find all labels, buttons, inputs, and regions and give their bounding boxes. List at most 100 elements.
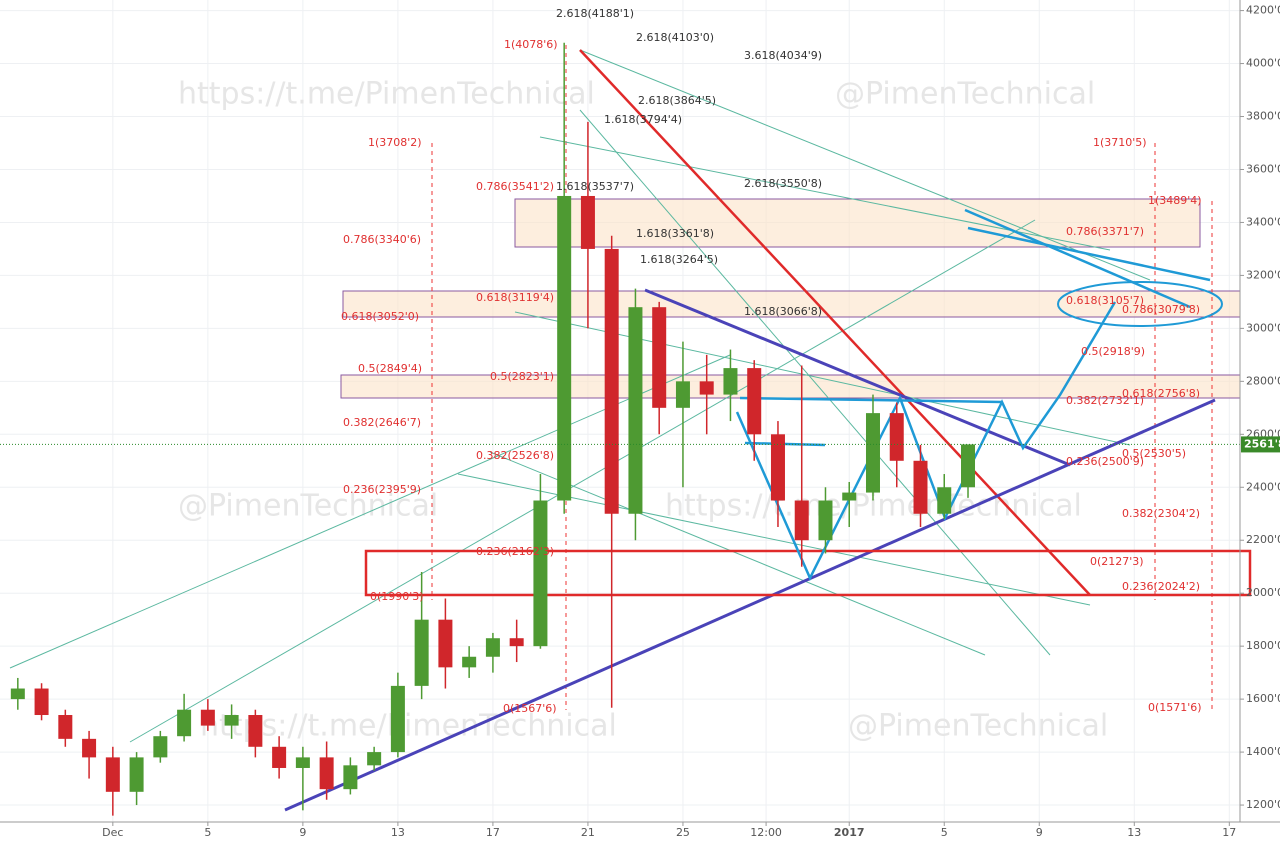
- x-tick-label: 5: [941, 826, 948, 839]
- y-tick-label: 2800'0: [1246, 374, 1280, 387]
- fib-zone: [342, 290, 1241, 318]
- candle-body: [58, 715, 73, 739]
- x-tick-label: 9: [1036, 826, 1043, 839]
- y-tick-label: 3200'0: [1246, 268, 1280, 281]
- y-tick-label: 1200'0: [1246, 798, 1280, 811]
- fan-line: [489, 451, 986, 656]
- candle-body: [747, 368, 762, 435]
- candle-body: [129, 757, 144, 792]
- fib-label: 0.382(2526'8): [476, 449, 554, 462]
- candle-body: [937, 487, 952, 514]
- candle-body: [628, 307, 643, 514]
- fib-label: 0.786(3371'7): [1066, 225, 1144, 238]
- fan-line: [579, 49, 1151, 281]
- y-tick-label: 1400'0: [1246, 745, 1280, 758]
- y-tick-label: 2000'0: [1246, 586, 1280, 599]
- fib-label: 0.236(2395'9): [343, 483, 421, 496]
- trend-line: [284, 398, 1216, 812]
- fib-label: 3.618(4034'9): [744, 49, 822, 62]
- fib-label: 0.786(3079'8): [1122, 303, 1200, 316]
- candle-body: [533, 500, 548, 647]
- fib-label: 2.618(3550'8): [744, 177, 822, 190]
- fib-label: 0(1990'3): [370, 590, 424, 603]
- candle-body: [177, 709, 192, 737]
- drawings: [9, 45, 1252, 812]
- fib-label: 0.618(3105'7): [1066, 294, 1144, 307]
- fib-label: 0.786(3340'6): [343, 233, 421, 246]
- fib-label: 1.618(3361'8): [636, 227, 714, 240]
- fib-label: 0.236(2162'3): [476, 545, 554, 558]
- candle-body: [675, 381, 690, 408]
- candle-body: [961, 444, 976, 488]
- watermark: https://t.me/PimenTechnical: [200, 709, 617, 744]
- candle-body: [842, 492, 857, 501]
- x-tick-label: 12:00: [750, 826, 782, 839]
- fib-label: 0.5(2530'5): [1122, 447, 1186, 460]
- candle-body: [390, 685, 405, 753]
- fib-label: 1.618(3264'5): [640, 253, 718, 266]
- y-tick-label: 3800'0: [1246, 110, 1280, 123]
- candle-body: [295, 757, 310, 768]
- x-tick-label: 13: [1127, 826, 1141, 839]
- candle-body: [367, 752, 382, 766]
- last-price-label: 2561'8: [1244, 437, 1280, 450]
- x-tick-label: 13: [391, 826, 405, 839]
- fib-label: 0.382(2732'1): [1066, 394, 1144, 407]
- x-tick-label: 5: [204, 826, 211, 839]
- fib-label: 2.618(4188'1): [556, 7, 634, 20]
- y-tick-label: 2200'0: [1246, 533, 1280, 546]
- candle-body: [652, 307, 667, 408]
- y-tick-label: 3000'0: [1246, 321, 1280, 334]
- fib-label: 1.618(3794'4): [604, 113, 682, 126]
- fan-line: [579, 109, 1051, 656]
- candle-body: [105, 757, 120, 792]
- x-tick-label: 17: [486, 826, 500, 839]
- fib-label: 0.236(2024'2): [1122, 580, 1200, 593]
- fib-label: 0.618(3119'4): [476, 291, 554, 304]
- candle-body: [438, 619, 453, 668]
- candle-body: [414, 619, 429, 686]
- labels: 2.618(4188'1)2.618(4103'0) 3.618(4034'9) 2…: [341, 7, 1202, 715]
- pattern: [964, 208, 1191, 309]
- fib-label: 0.5(2823'1): [490, 370, 554, 383]
- candle-body: [272, 746, 287, 768]
- candle-body: [889, 413, 904, 461]
- highlight: [1057, 281, 1223, 327]
- fib-label: 0.618(3052'0): [341, 310, 419, 323]
- fib-label: 0.5(2918'9): [1081, 345, 1145, 358]
- candle-body: [319, 757, 334, 790]
- candle-body: [34, 688, 49, 716]
- fib-label: 0(1567'6): [503, 702, 557, 715]
- fib-label: 0.786(3541'2): [476, 180, 554, 193]
- trend-line: [579, 49, 1091, 596]
- candle-body: [10, 688, 25, 700]
- y-tick-label: 1600'0: [1246, 692, 1280, 705]
- fib-label: 0.382(2646'7): [343, 416, 421, 429]
- trend-line: [644, 288, 1071, 467]
- candle-body: [770, 434, 785, 501]
- x-tick-label: 9: [299, 826, 306, 839]
- candle-body: [794, 500, 809, 541]
- channel-line: [129, 219, 1036, 743]
- fib-label: 0.618(2756'8): [1122, 387, 1200, 400]
- candle-body: [723, 368, 738, 395]
- candle-body: [913, 460, 928, 514]
- fib-label: 0(1571'6): [1148, 701, 1202, 714]
- x-tick-label: 17: [1222, 826, 1236, 839]
- x-tick-label: Dec: [102, 826, 123, 839]
- fib-label: 0(2127'3): [1090, 555, 1144, 568]
- fib-label: 2.618(3864'5): [638, 94, 716, 107]
- watermark: https://t.me/PimenTechnical: [178, 77, 595, 112]
- candle-body: [485, 638, 500, 657]
- candle-body: [82, 738, 97, 758]
- y-tick-label: 1800'0: [1246, 639, 1280, 652]
- fib-label: 1(3710'5): [1093, 136, 1147, 149]
- candle-body: [557, 195, 572, 501]
- fib-label: 1(3489'4): [1148, 194, 1202, 207]
- fib-zone: [514, 198, 1201, 248]
- fib-label: 1(3708'2): [368, 136, 422, 149]
- y-tick-label: 4200'0: [1246, 4, 1280, 17]
- y-tick-label: 3400'0: [1246, 215, 1280, 228]
